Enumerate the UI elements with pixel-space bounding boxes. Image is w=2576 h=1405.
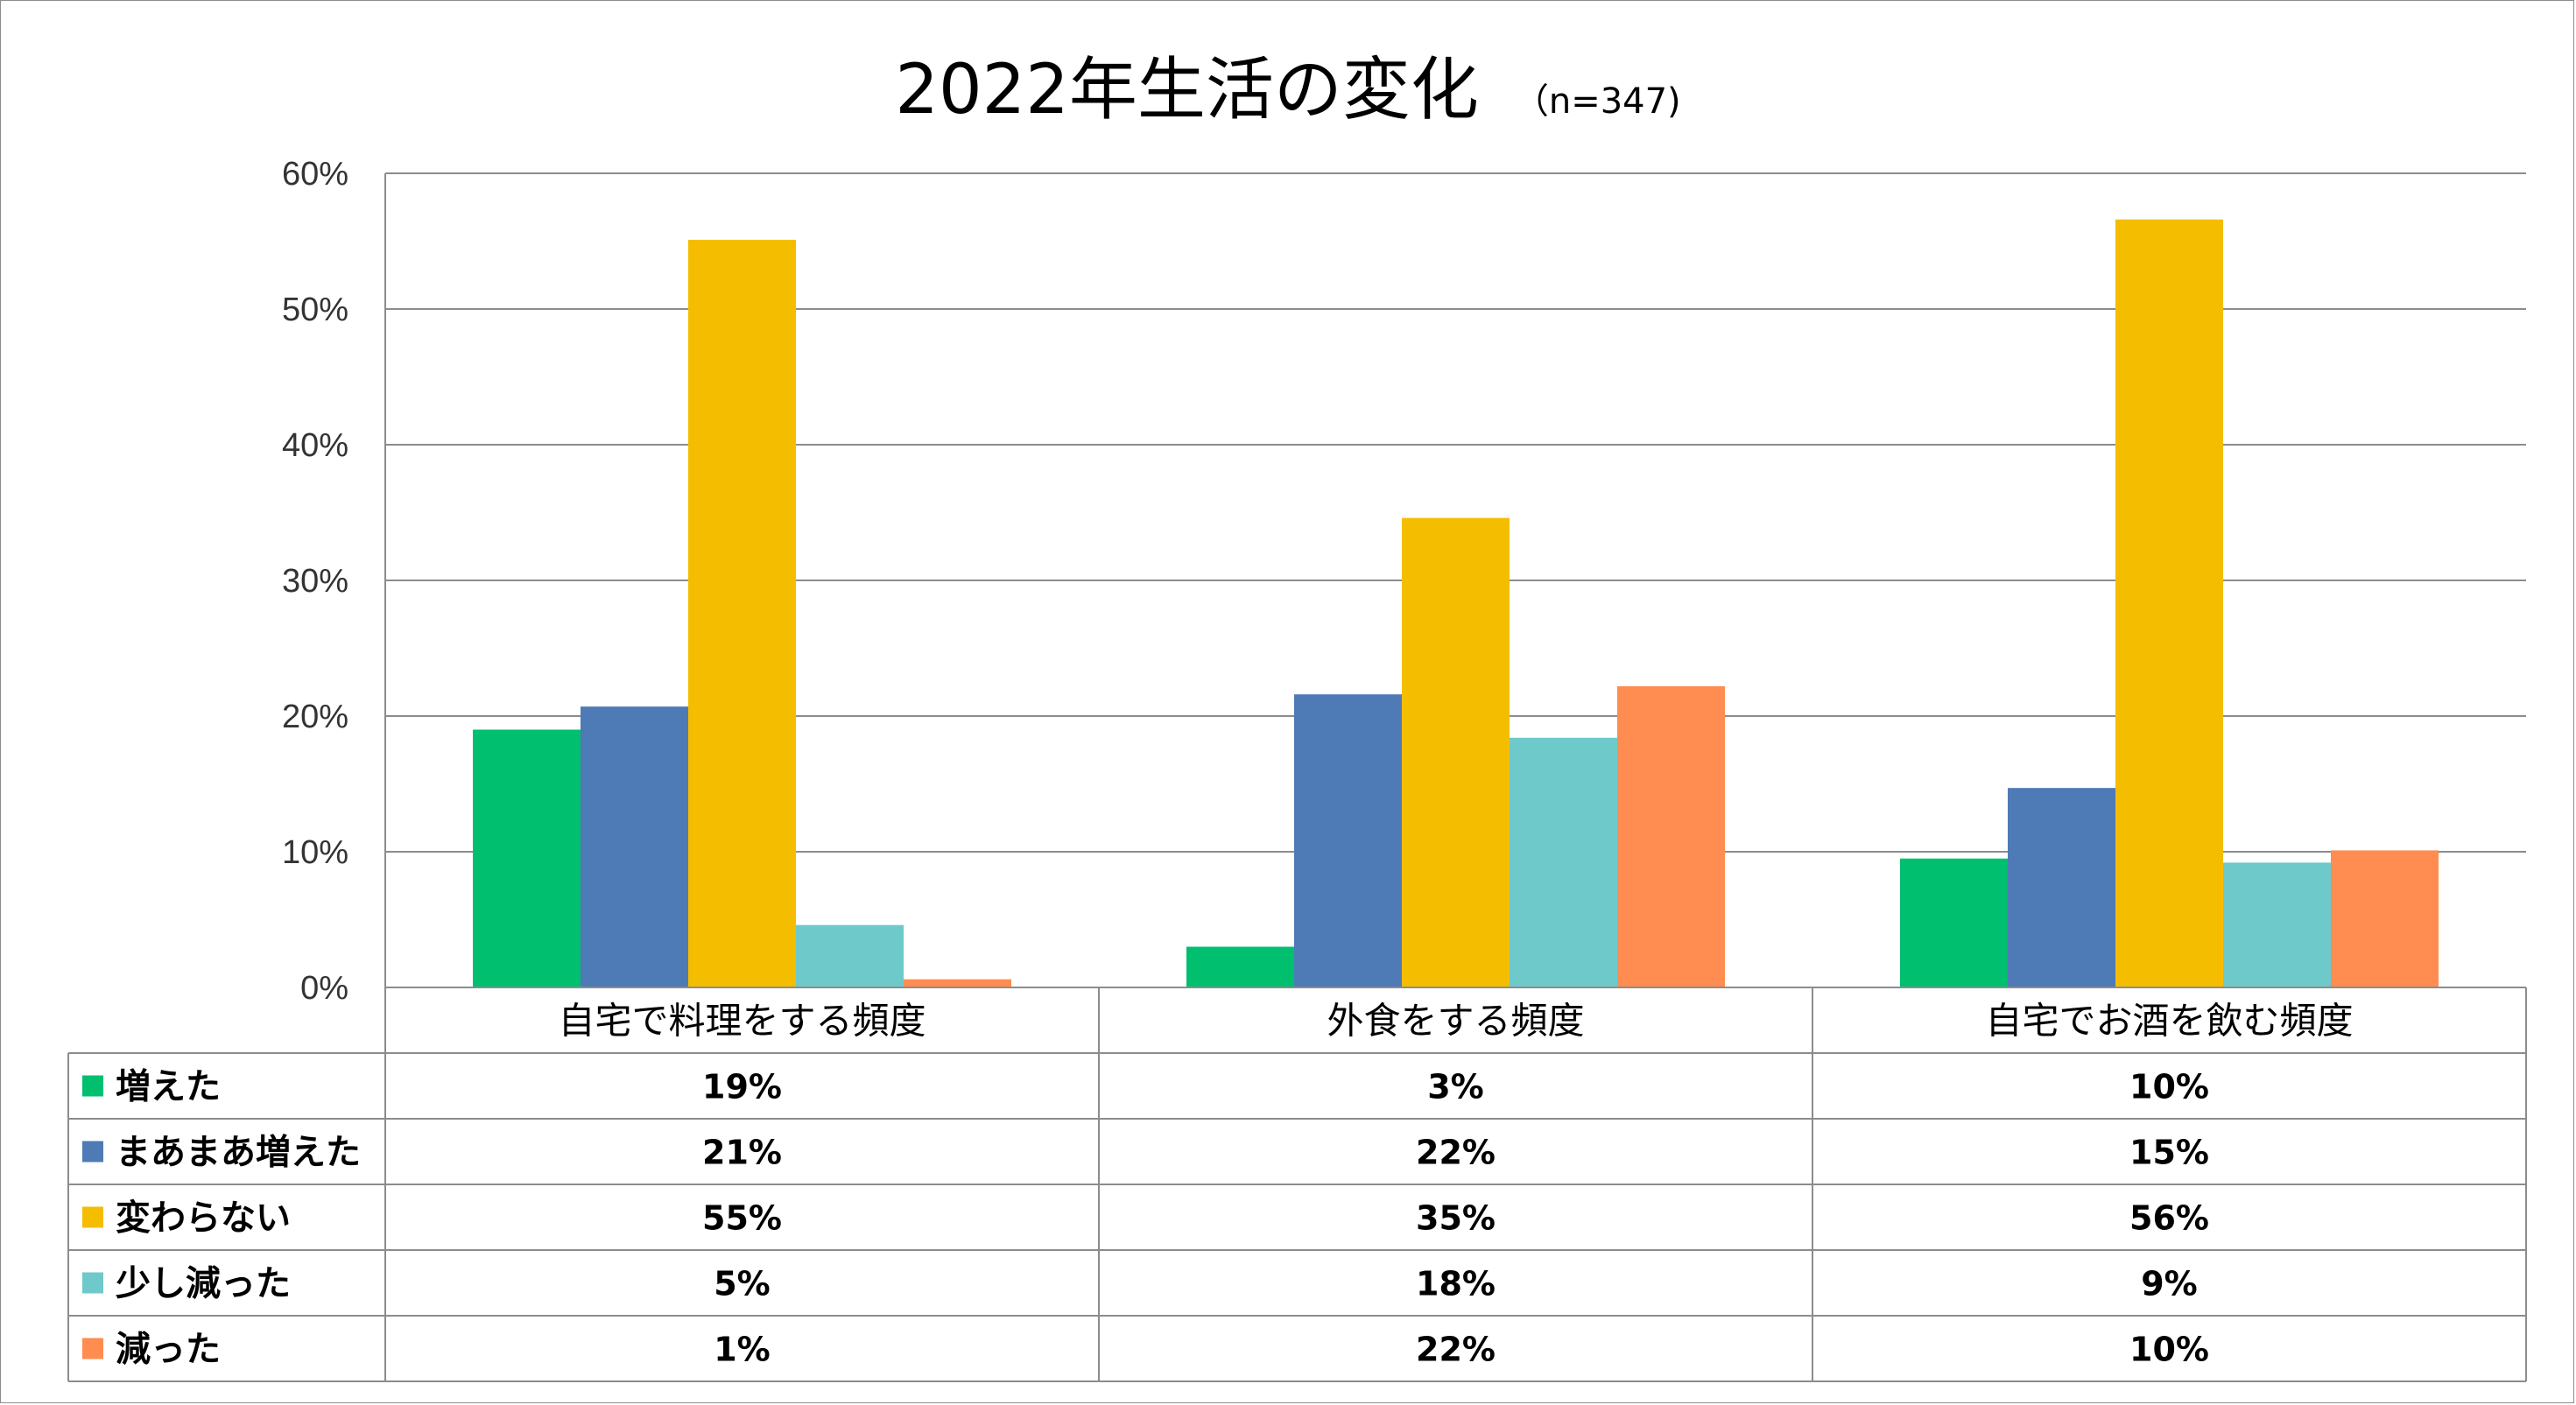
bar <box>581 706 688 987</box>
bar <box>1402 517 1510 987</box>
bar <box>2223 862 2331 987</box>
legend-swatch <box>82 1272 103 1294</box>
y-tick-label: 10% <box>282 834 348 871</box>
legend-label: 少し減った <box>116 1264 291 1304</box>
bar <box>904 979 1011 987</box>
data-label: 1% <box>714 1331 771 1369</box>
data-label: 55% <box>702 1199 782 1238</box>
chart-title: 2022年生活の変化 （n=347) <box>0 35 2576 133</box>
data-label: 18% <box>1416 1265 1496 1303</box>
data-label: 9% <box>2141 1265 2198 1303</box>
y-tick-label: 0% <box>300 970 348 1007</box>
data-label: 56% <box>2129 1199 2209 1238</box>
x-category-label: 自宅でお酒を飲む頻度 <box>1985 1000 2353 1043</box>
data-label: 5% <box>714 1265 771 1303</box>
chart-subtitle: （n=347) <box>1513 81 1681 122</box>
data-label: 15% <box>2129 1134 2209 1172</box>
x-category-label: 自宅で料理をする頻度 <box>558 1000 926 1043</box>
bar <box>473 729 581 987</box>
bar <box>2115 219 2223 987</box>
bar <box>1186 946 1294 987</box>
data-label: 22% <box>1416 1134 1496 1172</box>
y-tick-label: 60% <box>282 156 348 193</box>
legend-label: 増えた <box>116 1067 221 1107</box>
data-label: 19% <box>702 1068 782 1106</box>
data-label: 10% <box>2129 1331 2209 1369</box>
legend-label: まあまあ増えた <box>116 1133 361 1173</box>
bar <box>1510 737 1617 987</box>
legend-swatch <box>82 1141 103 1163</box>
bar <box>688 239 796 987</box>
bar <box>1294 694 1402 987</box>
legend-label: 減った <box>116 1330 221 1370</box>
legend-swatch <box>82 1206 103 1228</box>
legend-label: 変わらない <box>116 1198 291 1239</box>
bar <box>1617 685 1725 987</box>
data-label: 3% <box>1427 1068 1484 1106</box>
y-tick-label: 50% <box>282 292 348 328</box>
bar <box>2008 788 2115 987</box>
data-label: 22% <box>1416 1331 1496 1369</box>
bar <box>1900 858 2008 987</box>
legend-swatch <box>82 1075 103 1097</box>
y-tick-label: 30% <box>282 563 348 600</box>
data-label: 21% <box>702 1134 782 1172</box>
bar <box>2331 850 2439 987</box>
data-label: 10% <box>2129 1068 2209 1106</box>
y-tick-label: 20% <box>282 699 348 735</box>
chart-title-main: 2022年生活の変化 <box>895 51 1479 130</box>
legend-swatch <box>82 1338 103 1359</box>
data-label: 35% <box>1416 1199 1496 1238</box>
x-category-label: 外食をする頻度 <box>1327 1000 1584 1043</box>
y-tick-label: 40% <box>282 427 348 464</box>
bar <box>796 924 904 987</box>
